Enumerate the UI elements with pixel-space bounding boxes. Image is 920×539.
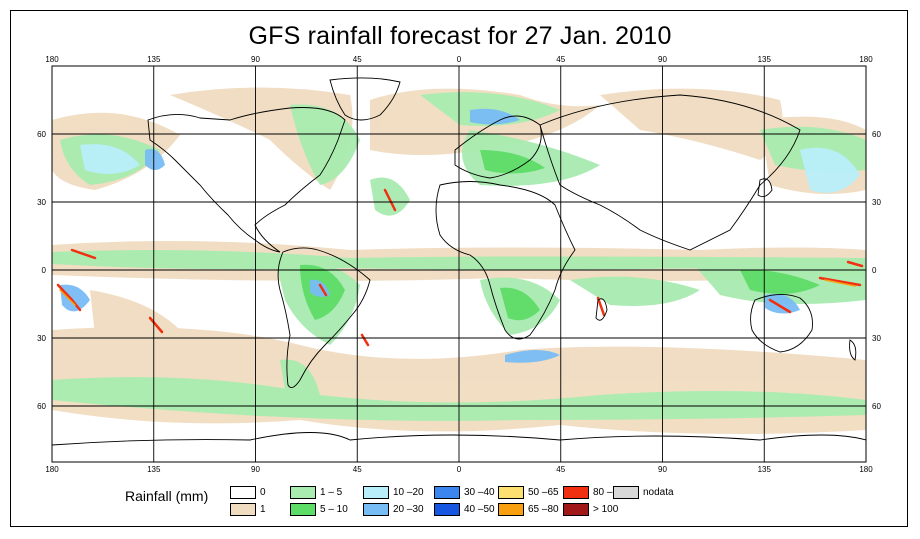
heavy-rain-coral-sea	[818, 276, 862, 287]
lat-tick-label-right: 60	[872, 402, 881, 411]
lat-tick-label-left: 60	[37, 130, 46, 139]
coastlines	[52, 77, 866, 446]
lon-tick-label-top: 135	[758, 55, 772, 64]
new-zealand-coast	[849, 339, 857, 361]
legend-label: 1	[260, 504, 266, 515]
asia-coast	[539, 94, 801, 251]
lat-tick-label-right: 0	[872, 266, 877, 275]
lon-tick-label-top: 90	[658, 55, 667, 64]
lon-tick-label-bottom: 90	[251, 465, 260, 474]
lon-tick-label-bottom: 180	[859, 465, 873, 474]
legend-label: 0	[260, 487, 266, 498]
tick-labels: 180 180 135 135 90 90 45 45 0 0 45 45 90 90 135 135 180 1…	[37, 55, 881, 474]
lat-tick-label-left: 60	[37, 402, 46, 411]
heavy-rain-itcz-east	[846, 260, 864, 268]
lon-tick-label-bottom: 45	[556, 465, 565, 474]
antarctica-coast	[52, 432, 866, 446]
lon-tick-label-top: 45	[353, 55, 362, 64]
lat-tick-label-left: 0	[42, 266, 47, 275]
legend-label: 40 –50	[464, 504, 495, 515]
japan-coast	[757, 178, 773, 198]
lon-tick-label-top: 135	[147, 55, 161, 64]
australia-coast	[750, 294, 813, 353]
heavy-rain-amazon	[318, 283, 328, 297]
greenland-coast	[329, 77, 401, 121]
rain-65-80-1	[59, 289, 76, 306]
legend-swatch	[498, 503, 524, 516]
map-border	[51, 65, 867, 463]
graticule	[52, 66, 866, 462]
legend-swatch	[230, 503, 256, 516]
rain-core-indonesia	[740, 269, 820, 294]
lat-tick-label-right: 30	[872, 198, 881, 207]
legend-swatch	[563, 486, 589, 499]
lon-tick-label-top: 45	[556, 55, 565, 64]
legend-label: nodata	[643, 487, 674, 498]
lon-tick-label-top: 180	[859, 55, 873, 64]
lon-tick-label-bottom: 0	[457, 465, 462, 474]
legend-swatch	[613, 486, 639, 499]
lat-tick-label-right: 60	[872, 130, 881, 139]
lon-tick-label-bottom: 45	[353, 465, 362, 474]
rain-cell-blue-6	[60, 284, 90, 312]
legend-label: 20 –30	[393, 504, 424, 515]
rain-core-central-europe	[480, 150, 545, 174]
rain-patch-hudson	[290, 104, 360, 185]
lon-tick-label-bottom: 135	[147, 465, 161, 474]
rain-cell-blue-5	[470, 108, 520, 125]
figure-frame	[10, 10, 908, 527]
heavy-rain-itcz-west	[70, 248, 97, 260]
legend-title: Rainfall (mm)	[125, 488, 209, 504]
rain-cell-blue-4	[765, 294, 800, 314]
europe-coast	[454, 115, 542, 179]
rain-core-zambia	[500, 287, 540, 321]
legend-label: 5 – 10	[320, 504, 348, 515]
legend-label: 65 –80	[528, 504, 559, 515]
lon-tick-label-bottom: 90	[658, 465, 667, 474]
lat-tick-label-right: 30	[872, 334, 881, 343]
lon-tick-label-bottom: 135	[758, 465, 772, 474]
rain-cell-north-pacific	[800, 147, 860, 193]
legend-label: 50 –65	[528, 487, 559, 498]
heavy-rain-madagascar	[596, 296, 606, 317]
heavy-rain-australia	[768, 298, 792, 314]
legend-label: 10 –20	[393, 487, 424, 498]
rain-band-siberia	[600, 88, 783, 160]
rain-cell-blue-3	[505, 350, 560, 363]
legend-label: 1 – 5	[320, 487, 343, 498]
madagascar-coast	[595, 298, 608, 321]
south-america-coast	[277, 247, 371, 389]
lat-tick-label-left: 30	[37, 198, 46, 207]
legend-label: 30 –40	[464, 487, 495, 498]
legend-swatch	[563, 503, 589, 516]
map-title: GFS rainfall forecast for 27 Jan. 2010	[248, 22, 672, 50]
legend-swatch	[230, 486, 256, 499]
legend-swatch	[290, 486, 316, 499]
legend-label: > 100	[593, 504, 619, 515]
legend-swatch	[363, 486, 389, 499]
heavy-rain-south-atlantic	[360, 333, 370, 347]
lon-tick-label-top: 0	[457, 55, 462, 64]
legend-swatch	[290, 503, 316, 516]
legend-swatch	[363, 503, 389, 516]
legend-swatch	[434, 486, 460, 499]
rain-cell-gulf-of-alaska	[80, 144, 140, 174]
heavy-rain-spcz	[148, 316, 164, 334]
rain-65-80-2	[824, 279, 856, 287]
legend-label: 80 –100	[593, 487, 630, 498]
lon-tick-label-top: 90	[251, 55, 260, 64]
rain-cell-blue-1	[145, 149, 165, 170]
heavy-rain-atlantic	[383, 188, 397, 212]
lat-tick-label-left: 30	[37, 334, 46, 343]
north-america-coast	[147, 107, 346, 253]
heavy-rain-south-pacific-west	[56, 283, 82, 312]
lon-tick-label-bottom: 180	[45, 465, 59, 474]
legend-swatch	[498, 486, 524, 499]
rain-patch-atlantic-front	[370, 177, 410, 216]
lon-tick-label-top: 180	[45, 55, 59, 64]
legend-swatch	[434, 503, 460, 516]
